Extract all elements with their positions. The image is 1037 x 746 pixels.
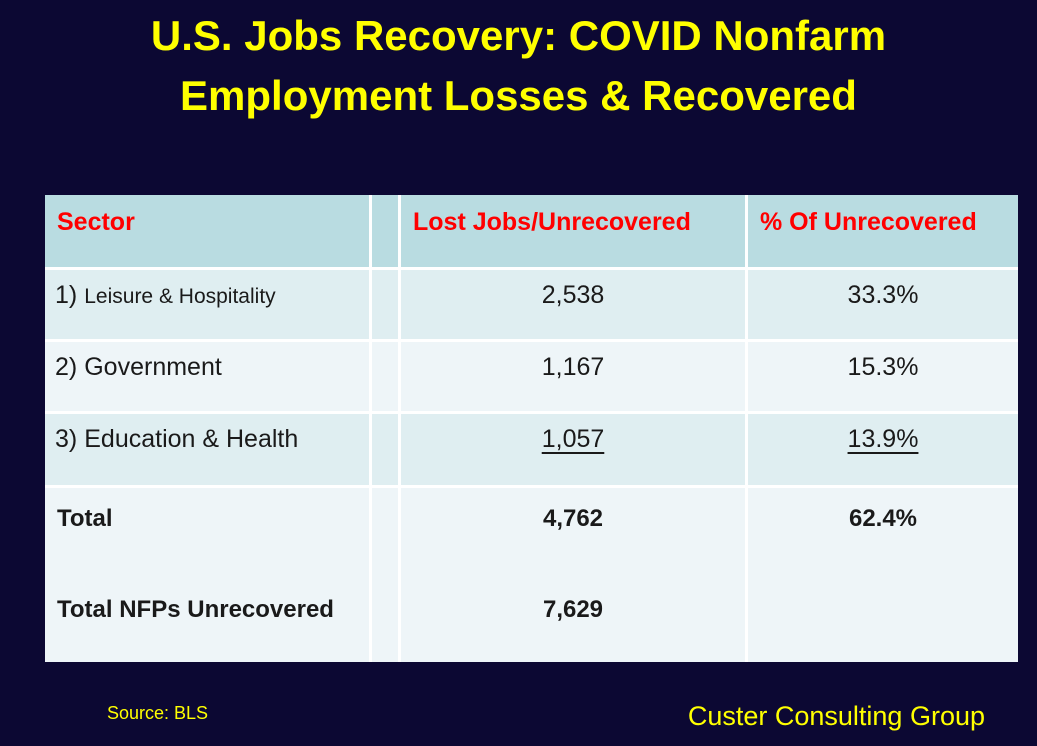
slide-title: U.S. Jobs Recovery: COVID Nonfarm Employ… <box>0 6 1037 126</box>
row2-sector-name: Government <box>84 353 222 381</box>
total-lost-cell: 4,762 7,629 <box>401 488 745 662</box>
row1-pct-value: 33.3% <box>748 270 1018 339</box>
row3-pct-underlined: 13.9% <box>847 425 919 453</box>
row1-rank: 1) <box>55 281 78 309</box>
slide-title-line2: Employment Losses & Recovered <box>180 72 857 119</box>
row3-sector-name: Education & Health <box>84 425 299 453</box>
row1-sector-cell: 1) Leisure & Hospitality <box>45 270 369 339</box>
row2-spacer-cell <box>372 342 398 411</box>
row3-lost-value: 1,057 <box>401 414 745 485</box>
row3-sector-cell: 3) Education & Health <box>45 414 369 485</box>
company-brand: Custer Consulting Group <box>687 701 985 731</box>
total-spacer-cell <box>372 488 398 662</box>
row3-spacer-cell <box>372 414 398 485</box>
row2-sector-cell: 2) Government <box>45 342 369 411</box>
total-sector-cell: Total Total NFPs Unrecovered <box>45 488 369 662</box>
header-spacer-cell <box>372 195 398 267</box>
total-pct-value: 62.4% <box>848 505 918 532</box>
row3-rank: 3) <box>55 425 78 453</box>
source-note: Source: BLS <box>107 703 209 723</box>
total-label: Total <box>57 505 113 532</box>
header-pct-unrecovered: % Of Unrecovered <box>748 195 1018 267</box>
total-nfp-label: Total NFPs Unrecovered <box>57 596 334 623</box>
row1-lost-value: 2,538 <box>401 270 745 339</box>
header-sector: Sector <box>45 195 369 267</box>
row1-spacer-cell <box>372 270 398 339</box>
total-lost-value: 4,762 <box>542 505 604 532</box>
jobs-table: Sector Lost Jobs/Unrecovered % Of Unreco… <box>45 195 1018 662</box>
row2-rank: 2) <box>55 353 78 381</box>
row1-sector-name: Leisure & Hospitality <box>84 285 276 308</box>
total-nfp-lost-value: 7,629 <box>542 596 604 623</box>
slide-title-line1: U.S. Jobs Recovery: COVID Nonfarm <box>150 12 887 59</box>
header-lost-jobs: Lost Jobs/Unrecovered <box>401 195 745 267</box>
row2-pct-value: 15.3% <box>748 342 1018 411</box>
row3-pct-value: 13.9% <box>748 414 1018 485</box>
total-pct-cell: 62.4% <box>748 488 1018 662</box>
row2-lost-value: 1,167 <box>401 342 745 411</box>
row3-lost-underlined: 1,057 <box>541 425 605 453</box>
